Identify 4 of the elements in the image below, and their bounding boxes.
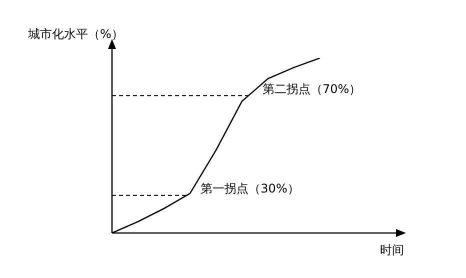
x-axis-title: 时间 xyxy=(380,243,404,258)
y-axis-title: 城市化水平（%） xyxy=(27,27,124,41)
ref-line-label: 第一拐点（30%） xyxy=(200,182,300,196)
ref-line-label: 第二拐点（70%） xyxy=(262,82,362,96)
